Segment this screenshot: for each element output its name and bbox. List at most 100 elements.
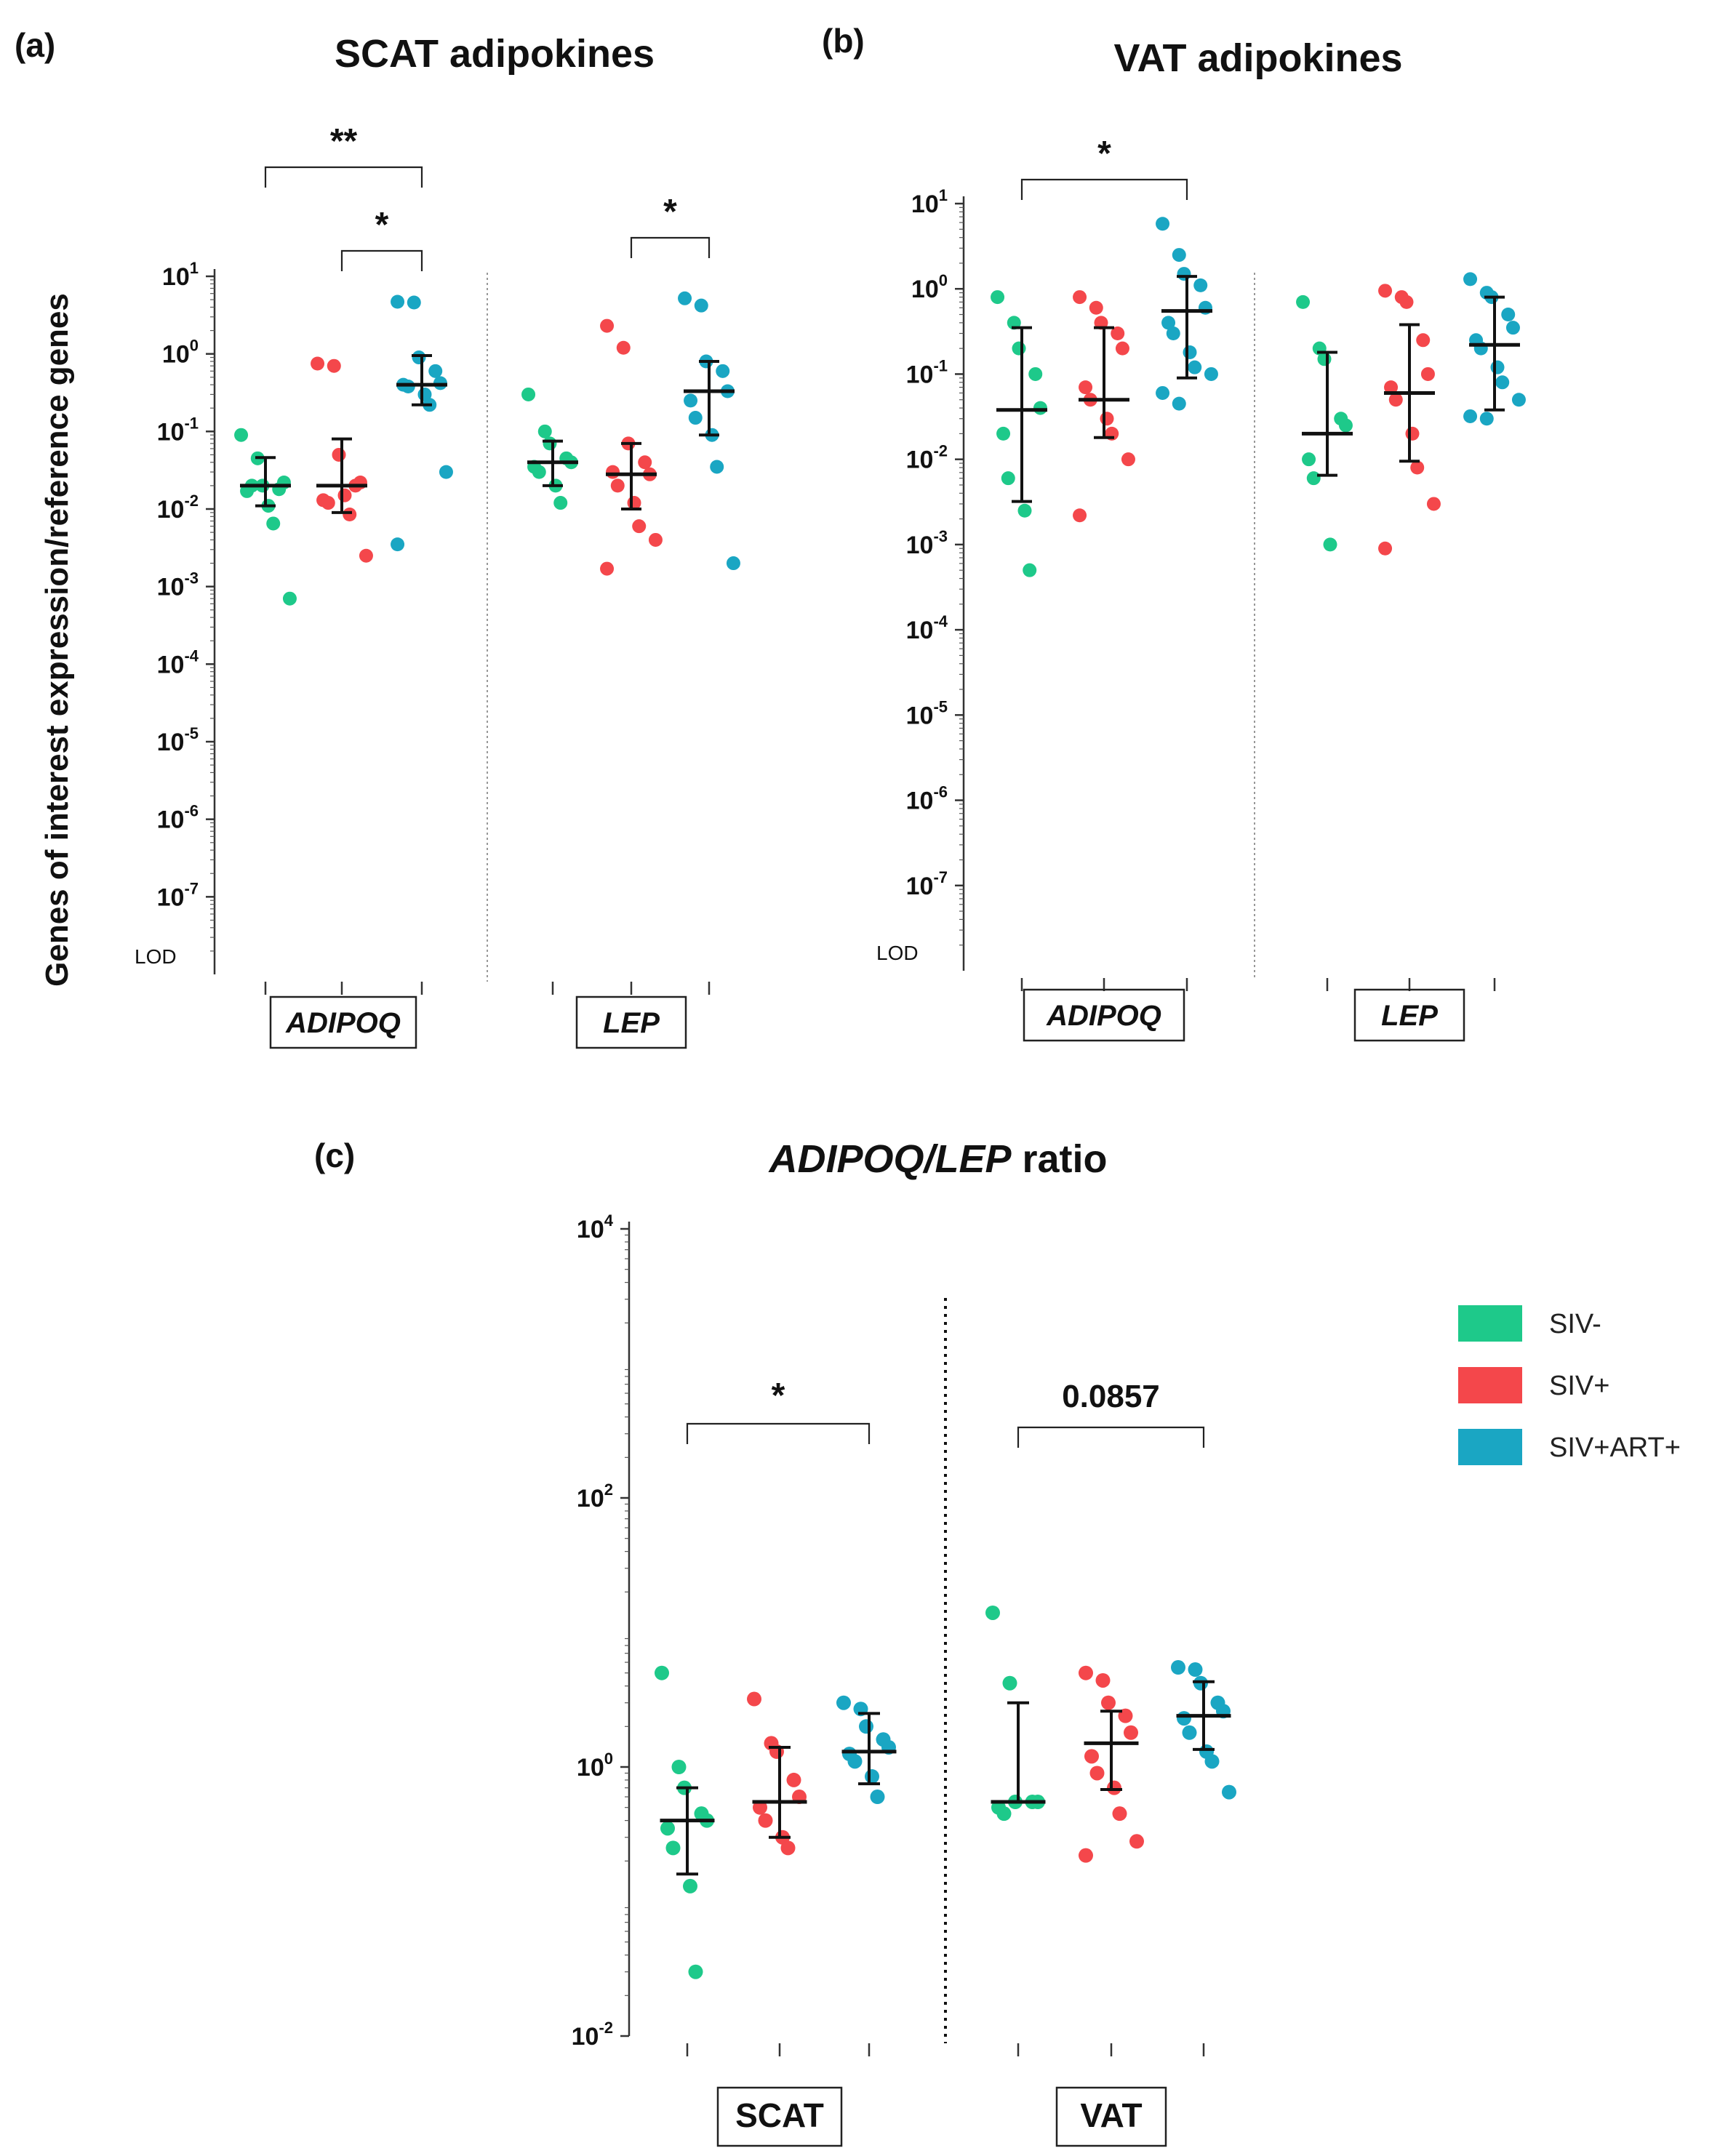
category-label-lep: LEP bbox=[603, 1007, 660, 1039]
data-point-sivposartpos bbox=[1183, 345, 1197, 360]
data-point-sivneg bbox=[1023, 563, 1037, 577]
data-point-sivpos bbox=[648, 532, 663, 547]
data-point-sivpos bbox=[753, 1800, 767, 1815]
panel-title-c: ADIPOQ/LEP ratio bbox=[767, 1137, 1107, 1181]
y-tick-label: 10-6 bbox=[157, 802, 199, 834]
legend-swatch-sivneg bbox=[1458, 1305, 1522, 1342]
data-point-sivpos bbox=[1100, 412, 1114, 426]
data-point-sivposartpos bbox=[1156, 385, 1170, 400]
data-point-sivposartpos bbox=[836, 1695, 851, 1710]
significance-bracket bbox=[340, 249, 423, 271]
category-label-scat: SCAT bbox=[735, 2096, 824, 2134]
data-point-sivpos bbox=[1084, 1749, 1099, 1764]
legend: SIV- SIV+ SIV+ART+ bbox=[1458, 1305, 1681, 1465]
data-point-sivpos bbox=[1124, 1725, 1138, 1740]
data-point-sivpos bbox=[1399, 294, 1414, 309]
data-point-sivposartpos bbox=[391, 294, 405, 309]
data-point-sivpos bbox=[1094, 316, 1108, 330]
significance-bracket bbox=[264, 166, 423, 188]
y-tick-exponent: -5 bbox=[933, 697, 948, 716]
legend-label: SIV+ bbox=[1549, 1371, 1609, 1401]
data-point-sivpos bbox=[1089, 1766, 1105, 1781]
y-tick-label: 10-3 bbox=[906, 527, 948, 559]
y-tick-label: 101 bbox=[162, 259, 199, 291]
data-point-sivneg bbox=[234, 428, 249, 442]
significance-bracket bbox=[686, 1422, 871, 1444]
category-box bbox=[1353, 988, 1465, 1042]
y-tick-base: 10 bbox=[577, 1216, 604, 1243]
data-point-sivpos bbox=[1079, 1665, 1093, 1680]
y-tick-base: 10 bbox=[157, 729, 185, 756]
data-point-sivposartpos bbox=[1177, 267, 1191, 281]
data-point-sivpos bbox=[1073, 290, 1087, 305]
data-point-sivposartpos bbox=[1171, 1660, 1185, 1675]
y-tick-exponent: 1 bbox=[939, 186, 948, 204]
data-point-sivneg bbox=[543, 436, 557, 451]
data-point-sivpos bbox=[1079, 1848, 1093, 1863]
legend-label: SIV+ART+ bbox=[1549, 1432, 1681, 1463]
data-point-sivneg bbox=[266, 516, 281, 531]
y-tick-exponent: -1 bbox=[933, 356, 948, 374]
data-point-sivposartpos bbox=[710, 460, 724, 474]
data-point-sivposartpos bbox=[847, 1754, 863, 1769]
legend-swatch-sivpos bbox=[1458, 1367, 1522, 1403]
y-tick-label: 100 bbox=[577, 1750, 613, 1782]
data-point-sivposartpos bbox=[865, 1769, 879, 1784]
y-tick-base: 10 bbox=[911, 276, 939, 303]
legend-swatch-sivposartpos bbox=[1458, 1429, 1522, 1465]
data-point-sivpos bbox=[600, 561, 615, 576]
data-point-sivneg bbox=[521, 387, 536, 401]
data-point-sivpos bbox=[600, 318, 615, 333]
y-tick-label: 102 bbox=[577, 1480, 613, 1512]
data-point-sivposartpos bbox=[870, 1790, 885, 1805]
data-point-sivneg bbox=[553, 496, 568, 510]
panel-label-c: (c) bbox=[314, 1137, 355, 1174]
significance-label: ** bbox=[330, 122, 358, 161]
data-point-sivneg bbox=[1002, 1675, 1017, 1691]
data-point-sivpos bbox=[321, 496, 335, 510]
data-point-sivpos bbox=[1107, 1780, 1121, 1795]
data-point-sivneg bbox=[665, 1840, 681, 1856]
data-point-sivpos bbox=[780, 1840, 796, 1856]
y-tick-base: 10 bbox=[162, 263, 190, 291]
y-tick-base: 10 bbox=[577, 1485, 604, 1512]
lod-label: LOD bbox=[876, 942, 919, 964]
y-tick-label: 10-1 bbox=[906, 356, 948, 388]
data-point-sivpos bbox=[786, 1772, 801, 1787]
y-tick-label: 10-2 bbox=[906, 442, 948, 474]
data-point-sivneg bbox=[1001, 471, 1015, 486]
category-label-adipoq: ADIPOQ bbox=[1046, 1000, 1161, 1032]
data-point-sivpos bbox=[758, 1813, 773, 1828]
data-point-sivneg bbox=[683, 1878, 697, 1893]
data-point-sivposartpos bbox=[1222, 1784, 1236, 1800]
data-point-sivpos bbox=[1378, 284, 1393, 298]
category-box bbox=[1055, 2086, 1167, 2147]
data-point-sivpos bbox=[337, 488, 352, 502]
data-point-sivneg bbox=[1017, 503, 1032, 518]
category-label-vat: VAT bbox=[1080, 2096, 1142, 2134]
significance-label: 0.0857 bbox=[1062, 1379, 1160, 1414]
significance-label: * bbox=[1097, 135, 1111, 173]
y-tick-base: 10 bbox=[906, 617, 934, 644]
y-tick-base: 10 bbox=[157, 574, 185, 601]
y-tick-exponent: -2 bbox=[184, 492, 199, 510]
data-point-sivpos bbox=[632, 519, 647, 534]
data-point-sivpos bbox=[1416, 333, 1431, 348]
data-point-sivneg bbox=[1302, 452, 1316, 467]
data-point-sivposartpos bbox=[726, 556, 740, 571]
y-axis-title: Genes of interest expression/reference g… bbox=[39, 293, 75, 987]
data-point-sivneg bbox=[1323, 537, 1337, 552]
y-tick-label: 10-3 bbox=[157, 569, 199, 601]
y-tick-base: 10 bbox=[906, 788, 934, 815]
data-point-sivneg bbox=[655, 1665, 669, 1680]
data-point-sivneg bbox=[1296, 294, 1311, 309]
data-point-sivposartpos bbox=[1188, 1662, 1203, 1678]
y-tick-exponent: -6 bbox=[933, 783, 948, 801]
y-tick-exponent: -3 bbox=[933, 527, 948, 545]
data-point-sivpos bbox=[616, 340, 631, 355]
y-tick-base: 10 bbox=[906, 532, 934, 559]
data-point-sivpos bbox=[1121, 452, 1135, 467]
data-point-sivpos bbox=[311, 356, 325, 371]
